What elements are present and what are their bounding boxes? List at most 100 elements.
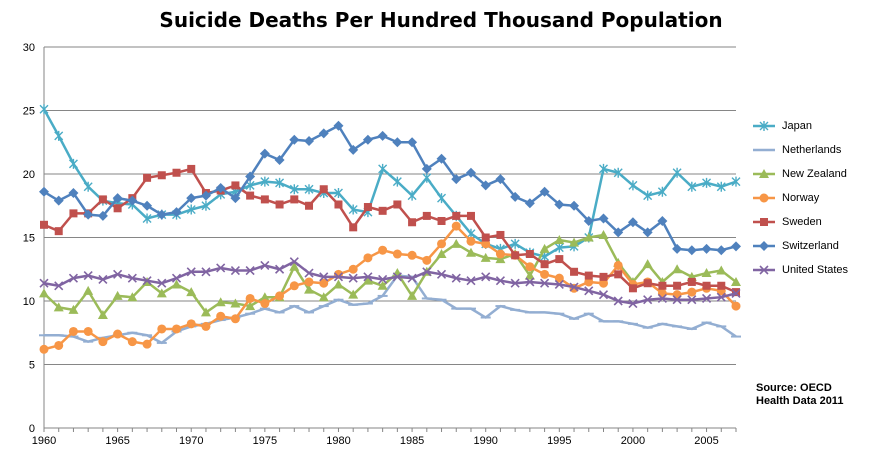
- data-point-sweden: [437, 216, 446, 225]
- data-point-new-zealand: [200, 307, 211, 317]
- data-point-switzerland: [215, 182, 226, 193]
- data-point-new-zealand: [465, 247, 476, 257]
- data-point-new-zealand: [716, 265, 727, 275]
- data-point-sweden: [143, 173, 152, 182]
- data-point-japan: [333, 188, 343, 199]
- data-point-united-states: [348, 273, 358, 283]
- data-point-norway: [672, 290, 682, 300]
- data-point-united-states: [436, 269, 447, 279]
- legend-swatch-united-states: [753, 265, 775, 275]
- legend-item-netherlands: Netherlands: [752, 138, 848, 162]
- data-point-sweden: [172, 168, 181, 177]
- legend-item-norway: Norway: [752, 186, 848, 210]
- data-point-switzerland: [627, 217, 638, 228]
- data-point-sweden: [687, 277, 696, 286]
- data-point-sweden: [98, 195, 107, 204]
- x-tick-label: 1990: [473, 435, 497, 447]
- legend-item-switzerland: Switzerland: [752, 234, 848, 258]
- data-point-japan: [687, 181, 697, 192]
- data-point-japan: [392, 176, 402, 187]
- data-point-sweden: [496, 230, 505, 239]
- data-point-switzerland: [436, 153, 447, 164]
- data-point-united-states: [407, 273, 417, 283]
- data-point-sweden: [422, 211, 431, 220]
- data-point-sweden: [113, 204, 122, 213]
- data-point-norway: [422, 255, 432, 265]
- data-point-sweden: [628, 284, 637, 293]
- data-point-new-zealand: [215, 297, 226, 307]
- data-point-switzerland: [362, 134, 373, 145]
- data-point-norway: [245, 293, 255, 303]
- data-point-united-states: [422, 267, 432, 277]
- data-point-new-zealand: [83, 285, 94, 295]
- data-point-norway: [437, 239, 447, 249]
- data-point-united-states: [466, 276, 476, 286]
- data-point-switzerland: [686, 245, 697, 256]
- data-point-sweden: [378, 206, 387, 215]
- data-point-new-zealand: [701, 268, 712, 278]
- data-point-united-states: [672, 295, 682, 305]
- data-point-switzerland: [97, 210, 108, 221]
- source-line-2: Health Data 2011: [756, 395, 844, 407]
- data-point-new-zealand: [672, 264, 683, 274]
- data-point-united-states: [216, 263, 226, 273]
- data-point-sweden: [511, 251, 520, 260]
- legend: Japan Netherlands New Zealand Norway Sweden S…: [752, 114, 848, 282]
- data-point-united-states: [628, 298, 638, 309]
- legend-item-sweden: Sweden: [752, 210, 848, 234]
- x-tick-label: 1980: [326, 435, 350, 447]
- data-point-norway: [68, 326, 78, 336]
- legend-marker: [759, 169, 769, 178]
- data-point-united-states: [701, 293, 712, 304]
- legend-marker: [759, 265, 769, 275]
- data-point-new-zealand: [362, 275, 373, 285]
- data-point-norway: [598, 278, 608, 288]
- data-point-switzerland: [657, 215, 668, 226]
- data-point-norway: [289, 281, 299, 291]
- data-point-switzerland: [392, 137, 403, 148]
- data-point-new-zealand: [53, 302, 64, 312]
- data-point-sweden: [290, 195, 299, 204]
- data-point-japan: [186, 204, 196, 215]
- data-point-japan: [245, 180, 255, 191]
- data-point-switzerland: [554, 199, 565, 210]
- data-point-new-zealand: [451, 238, 462, 248]
- data-point-sweden: [643, 279, 652, 288]
- data-point-switzerland: [318, 128, 329, 139]
- x-tick-label: 1975: [253, 435, 277, 447]
- data-point-united-states: [525, 277, 535, 287]
- data-point-norway: [83, 326, 93, 336]
- y-tick-label: 15: [23, 233, 35, 245]
- data-point-norway: [554, 273, 564, 283]
- data-point-norway: [525, 262, 535, 272]
- legend-label-netherlands: Netherlands: [782, 144, 842, 156]
- data-point-new-zealand: [348, 289, 359, 299]
- data-point-norway: [113, 329, 123, 339]
- data-point-new-zealand: [39, 288, 49, 298]
- data-point-japan: [275, 177, 285, 188]
- data-point-new-zealand: [318, 292, 329, 302]
- data-point-norway: [392, 249, 402, 259]
- data-point-norway: [407, 250, 417, 260]
- data-point-new-zealand: [569, 237, 580, 247]
- data-point-sweden: [187, 164, 196, 173]
- data-point-united-states: [510, 278, 520, 288]
- legend-swatch-norway: [753, 193, 775, 203]
- chart-title: Suicide Deaths Per Hundred Thousand Popu…: [159, 8, 723, 32]
- data-point-switzerland: [127, 195, 138, 206]
- data-point-united-states: [98, 274, 108, 284]
- data-point-sweden: [349, 223, 358, 232]
- data-point-new-zealand: [495, 254, 506, 264]
- data-point-norway: [363, 253, 373, 263]
- y-tick-label: 20: [23, 169, 35, 181]
- data-point-switzerland: [465, 167, 476, 178]
- data-point-switzerland: [156, 209, 167, 220]
- data-point-norway: [216, 311, 226, 321]
- data-point-norway: [687, 287, 697, 297]
- x-tick-label: 2000: [621, 435, 645, 447]
- data-point-sweden: [540, 260, 549, 269]
- data-point-switzerland: [274, 155, 285, 166]
- data-point-sweden: [69, 209, 78, 218]
- data-point-united-states: [584, 286, 594, 296]
